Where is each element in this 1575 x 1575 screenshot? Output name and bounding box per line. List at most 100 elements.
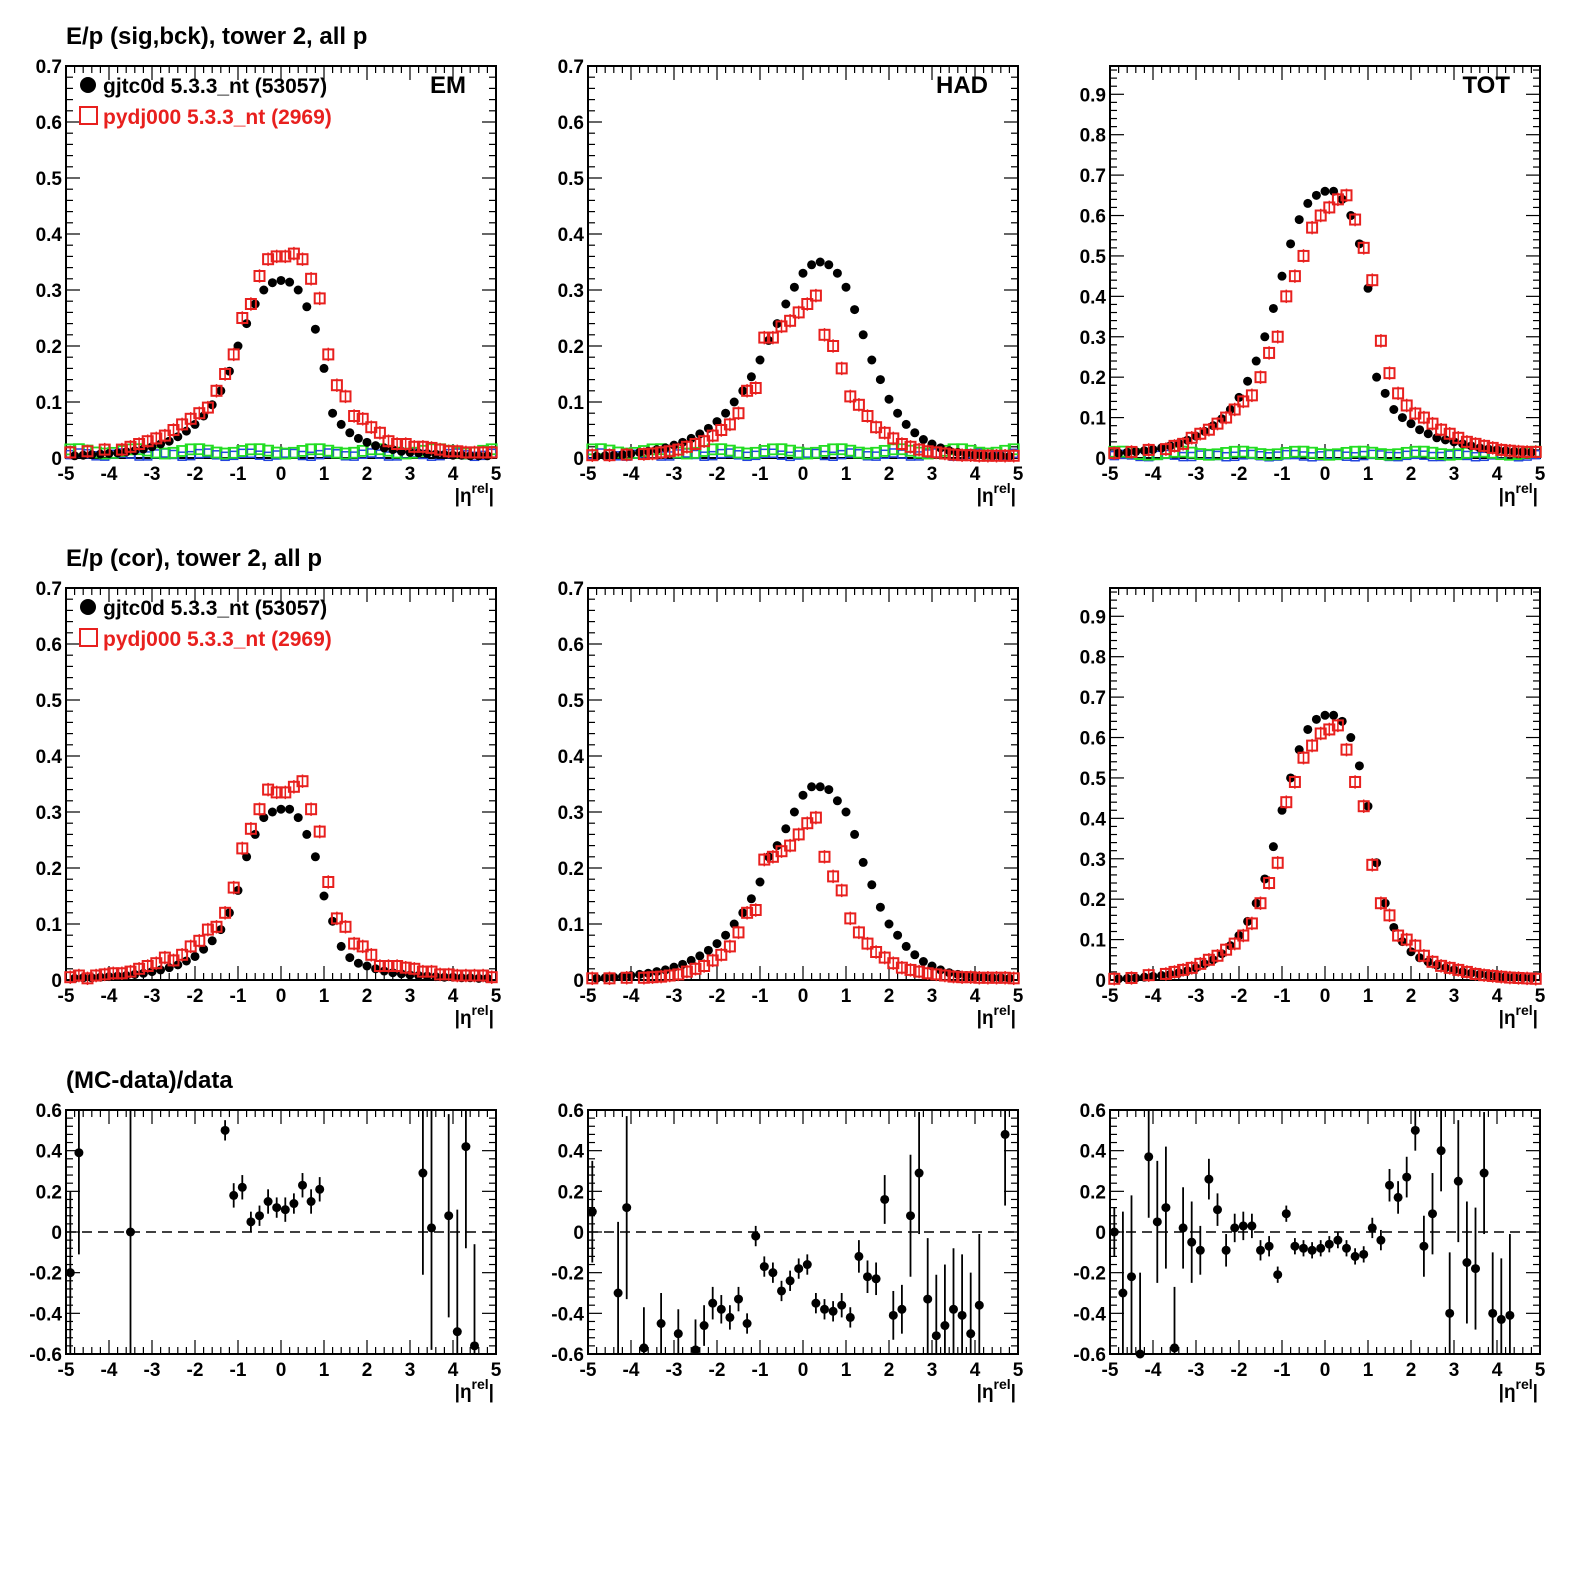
ratio-point [1350, 1251, 1360, 1261]
x-axis-label: |ηrel| [977, 1376, 1016, 1403]
x-tick-label: 2 [1406, 1360, 1417, 1381]
ratio-point [1290, 1241, 1300, 1251]
y-tick-label: 0.4 [36, 1142, 63, 1163]
x-tick-label: 0 [276, 1360, 287, 1381]
mc-point [81, 445, 94, 458]
mc-point [296, 775, 309, 788]
ratio-point [622, 1203, 632, 1213]
mc-point [913, 965, 926, 978]
ratio-point [820, 1304, 829, 1314]
x-tick-label: -4 [101, 1360, 118, 1381]
ratio-point [1359, 1249, 1369, 1259]
y-tick-label: -0.4 [29, 1304, 62, 1325]
y-tick-label: 0.5 [1080, 769, 1107, 790]
ratio-point [1462, 1258, 1472, 1267]
mc-point [844, 912, 857, 925]
ratio-point [785, 1276, 795, 1286]
mc-point [442, 968, 455, 981]
mc-point [956, 971, 969, 984]
y-tick-label: 0.3 [558, 281, 584, 302]
mc-point [637, 971, 650, 984]
mc-point [1168, 965, 1181, 978]
x-tick-label: -3 [144, 986, 161, 1007]
mc-point [150, 432, 163, 445]
x-tick-label: -1 [1274, 464, 1291, 485]
data-point [918, 957, 928, 967]
mc-point [1460, 435, 1473, 448]
mc-point [133, 962, 146, 975]
x-tick-label: -3 [666, 986, 683, 1007]
mc-point [1426, 417, 1439, 430]
mc-point [827, 870, 840, 883]
y-tick-label: 0.6 [558, 1101, 584, 1122]
ratio-point [315, 1184, 325, 1194]
y-tick-label: 0.7 [36, 579, 62, 600]
mc-point [451, 445, 464, 458]
data-point [302, 302, 312, 312]
mc-point [1220, 943, 1233, 956]
data-point [858, 857, 868, 867]
x-tick-label: 5 [1535, 464, 1546, 485]
mc-point [1452, 963, 1465, 976]
mc-point [1478, 969, 1491, 982]
x-tick-label: -2 [187, 464, 204, 485]
panel-tag-had: HAD [936, 72, 988, 99]
mc-point [115, 443, 128, 456]
x-tick-label: -2 [187, 986, 204, 1007]
x-tick-label: -1 [752, 986, 769, 1007]
x-tick-label: -1 [230, 464, 247, 485]
mc-point [1340, 743, 1353, 756]
y-tick-label: 0.5 [36, 169, 63, 190]
mc-point [296, 253, 309, 266]
mc-point [1366, 274, 1379, 287]
mc-point [1495, 443, 1508, 456]
ratio-point [444, 1211, 454, 1221]
x-axis-label: |ηrel| [455, 1376, 494, 1403]
mc-point [1280, 290, 1293, 303]
x-tick-label: 1 [1363, 464, 1374, 485]
mc-point [451, 969, 464, 982]
mc-point [219, 906, 232, 919]
mc-point [1357, 800, 1370, 813]
ratio-point [1307, 1245, 1317, 1255]
data-point [832, 796, 842, 806]
y-tick-label: 0.2 [1080, 368, 1106, 389]
data-point [918, 435, 928, 445]
x-tick-label: 1 [841, 464, 852, 485]
mc-point [904, 963, 917, 976]
data-point [1415, 425, 1425, 435]
mc-point [468, 969, 481, 982]
mc-point [270, 250, 283, 263]
data-point [267, 278, 277, 288]
mc-point [408, 440, 421, 453]
mc-point [124, 965, 137, 978]
x-tick-label: 2 [1406, 464, 1417, 485]
ratio-point [974, 1300, 984, 1310]
data-point [910, 428, 920, 438]
mc-point [416, 965, 429, 978]
ratio-point [949, 1304, 958, 1314]
bck-green-point [305, 443, 318, 456]
mc-point [1280, 796, 1293, 809]
y-tick-label: 0.1 [1080, 931, 1107, 952]
mc-point [689, 962, 702, 975]
mc-point [689, 438, 702, 450]
x-tick-label: -1 [752, 1360, 769, 1381]
mc-point [176, 948, 189, 961]
data-point [285, 277, 295, 287]
mc-point [1392, 387, 1405, 400]
ratio-point [298, 1180, 307, 1190]
x-tick-label: 3 [927, 986, 938, 1007]
data-point [1294, 215, 1304, 225]
ratio-point [1505, 1310, 1515, 1320]
bck-green-point [827, 443, 839, 456]
mc-point [356, 412, 369, 425]
bck-green-point [818, 445, 831, 457]
ratio-point [923, 1294, 933, 1304]
data-point [695, 951, 705, 961]
mc-point [115, 967, 128, 980]
mc-point [938, 969, 951, 982]
mc-point [373, 426, 386, 439]
mc-point [784, 314, 797, 327]
mc-point [201, 923, 214, 936]
